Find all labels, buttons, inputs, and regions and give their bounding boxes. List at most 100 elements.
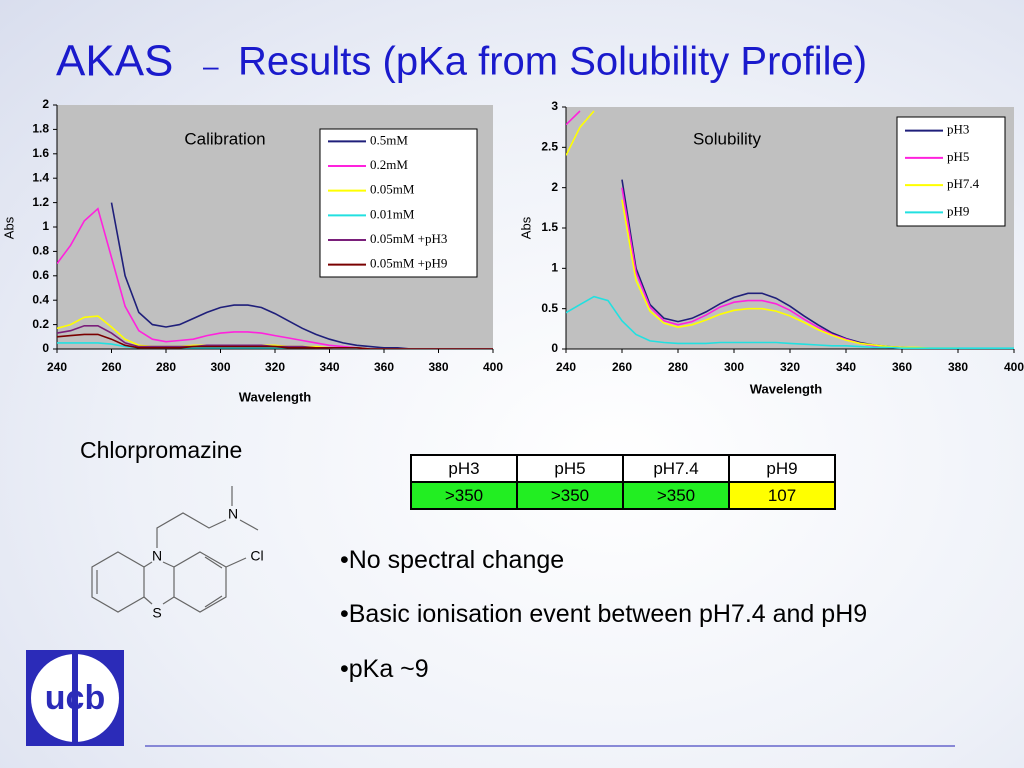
x-tick-label: 380 (948, 360, 968, 374)
x-tick-label: 400 (1004, 360, 1024, 374)
legend-label: 0.05mM (370, 182, 415, 197)
bond (143, 596, 153, 605)
x-tick-label: 300 (724, 360, 744, 374)
header-cell: pH3 (410, 454, 518, 483)
x-tick-label: 280 (668, 360, 688, 374)
legend-label: 0.01mM (370, 206, 415, 221)
y-tick-label: 1.8 (32, 122, 49, 136)
logo-bar (72, 650, 78, 746)
legend-label: 0.2mM (370, 157, 408, 172)
atom: S (152, 605, 161, 621)
x-tick-label: 380 (428, 360, 448, 374)
x-axis-label: Wavelength (239, 389, 312, 404)
y-axis-label: Abs (1, 216, 16, 239)
legend-label: pH7.4 (947, 176, 980, 191)
bond (225, 557, 247, 568)
y-tick-label: 0.2 (32, 317, 49, 331)
y-tick-label: 0.5 (541, 301, 558, 315)
y-tick-label: 2 (551, 180, 558, 194)
x-tick-label: 260 (612, 360, 632, 374)
x-tick-label: 280 (156, 360, 176, 374)
result-table: pH3 pH5 pH7.4 pH9 >350 >350 >350 107 (410, 454, 836, 510)
bond (162, 596, 175, 605)
cell: >350 (516, 481, 624, 510)
y-tick-label: 1.4 (32, 170, 49, 184)
table-row: >350 >350 >350 107 (410, 481, 836, 510)
series-line (57, 342, 493, 349)
bond (204, 595, 223, 608)
legend-label: 0.05mM +pH3 (370, 231, 447, 246)
x-tick-label: 400 (483, 360, 503, 374)
x-tick-label: 360 (892, 360, 912, 374)
chart-annotation: Solubility (693, 129, 762, 148)
y-tick-label: 0 (551, 341, 558, 355)
series-line (57, 333, 493, 349)
cell: 107 (728, 481, 836, 510)
series-line (57, 207, 493, 349)
cell: >350 (410, 481, 518, 510)
series-line (566, 295, 1014, 349)
y-tick-label: 1.5 (541, 220, 558, 234)
atoms: N N Cl S (152, 506, 264, 621)
y-tick-label: 1 (42, 219, 49, 233)
ring (173, 551, 227, 613)
x-tick-label: 320 (780, 360, 800, 374)
y-tick-label: 1.6 (32, 146, 49, 160)
y-tick-label: 1 (551, 261, 558, 275)
y-axis-label: Abs (518, 216, 533, 239)
legend-box (896, 116, 1006, 227)
chart-annotation: Calibration (184, 129, 265, 148)
header-cell: pH5 (516, 454, 624, 483)
bullet: •No spectral change (340, 546, 565, 574)
table-header: pH3 pH5 pH7.4 pH9 (410, 454, 836, 483)
x-tick-label: 260 (101, 360, 121, 374)
chain (156, 512, 227, 548)
series-line (110, 202, 493, 349)
series-line (566, 110, 1014, 349)
y-tick-label: 2 (42, 97, 49, 111)
title-text: Results (pKa from Solubility Profile) (238, 40, 867, 84)
x-tick-label: 240 (556, 360, 576, 374)
cell: >350 (622, 481, 730, 510)
y-tick-label: 2.5 (541, 140, 558, 154)
x-tick-label: 340 (319, 360, 339, 374)
y-tick-label: 3 (551, 99, 558, 113)
atom: N (152, 548, 162, 564)
x-axis-label: Wavelength (750, 381, 823, 396)
legend-label: 0.05mM +pH9 (370, 256, 447, 271)
bond (204, 556, 223, 569)
header-cell: pH9 (728, 454, 836, 483)
y-tick-label: 0.6 (32, 268, 49, 282)
bond (239, 519, 259, 531)
compound-name: Chlorpromazine (80, 437, 242, 463)
title-lead: AKAS (56, 37, 173, 86)
atom: Cl (250, 548, 263, 564)
series-line (57, 315, 493, 349)
bullet: •pKa ~9 (340, 655, 429, 683)
ring (91, 551, 145, 613)
legend-box (319, 128, 478, 278)
y-tick-label: 0 (42, 341, 49, 355)
legend-label: pH9 (947, 203, 969, 218)
legend-label: pH3 (947, 122, 969, 137)
x-tick-label: 300 (210, 360, 230, 374)
bullet: •Basic ionisation event between pH7.4 an… (340, 600, 868, 628)
x-tick-label: 320 (265, 360, 285, 374)
y-tick-label: 0.8 (32, 244, 49, 258)
x-tick-label: 360 (374, 360, 394, 374)
bond (162, 561, 175, 568)
header-cell: pH7.4 (622, 454, 730, 483)
x-tick-label: 240 (47, 360, 67, 374)
legend-label: 0.5mM (370, 132, 408, 147)
structure (91, 486, 259, 613)
chart: 0 0.5 1 1.5 2 2.5 3 240 260 280 300 320 340 360 380 400… (518, 99, 1024, 396)
y-tick-label: 1.2 (32, 195, 49, 209)
x-tick-label: 340 (836, 360, 856, 374)
atom: N (228, 506, 238, 522)
series-line (621, 179, 1014, 349)
chart: 0 0.2 0.4 0.6 0.8 1 1.2 1.4 1.6 1.8 2 240 260 280 300 3… (1, 97, 503, 404)
y-tick-label: 0.4 (32, 292, 49, 306)
legend-label: pH5 (947, 149, 969, 164)
